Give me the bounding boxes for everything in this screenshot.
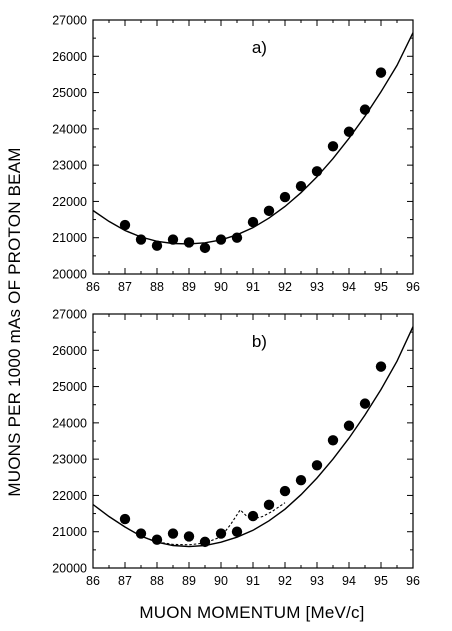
data-point (279, 485, 291, 497)
data-point (295, 474, 307, 486)
data-point (375, 67, 387, 78)
y-tick-label: 27000 (52, 14, 87, 28)
x-tick-label: 87 (118, 574, 132, 588)
data-point (119, 513, 131, 525)
y-tick-label: 27000 (52, 308, 87, 322)
data-point (119, 219, 131, 231)
x-tick-label: 86 (86, 280, 100, 294)
data-point (247, 216, 259, 228)
data-point (135, 528, 147, 539)
data-point (375, 361, 387, 372)
data-point (167, 234, 179, 245)
x-tick-label: 95 (374, 280, 388, 294)
data-point (295, 180, 307, 192)
y-tick-label: 24000 (52, 122, 87, 136)
y-tick-label: 23000 (52, 159, 87, 173)
y-axis-title: MUONS PER 1000 mAs OF PROTON BEAM (5, 147, 24, 496)
x-tick-label: 94 (342, 574, 356, 588)
data-point (279, 191, 291, 203)
data-point (359, 398, 371, 409)
x-tick-label: 91 (246, 574, 260, 588)
data-point (199, 242, 211, 254)
x-tick-label: 92 (278, 574, 292, 588)
x-tick-label: 88 (150, 280, 164, 294)
x-tick-label: 92 (278, 280, 292, 294)
x-tick-label: 96 (406, 574, 420, 588)
data-point (151, 240, 163, 251)
y-tick-label: 22000 (52, 195, 87, 209)
x-tick-label: 95 (374, 574, 388, 588)
x-tick-label: 91 (246, 280, 260, 294)
y-tick-label: 20000 (52, 268, 87, 282)
data-point (183, 531, 195, 542)
data-point (247, 510, 259, 522)
y-tick-label: 22000 (52, 489, 87, 503)
data-point (311, 166, 323, 177)
x-tick-label: 88 (150, 574, 164, 588)
x-tick-label: 93 (310, 574, 324, 588)
data-point (327, 141, 339, 152)
y-tick-label: 20000 (52, 562, 87, 576)
x-axis-title: MUON MOMENTUM [MeV/c] (139, 603, 364, 622)
panel-b: 86 87 88 89 90 91 92 93 94 95 96 20000 21000 22000 230… (52, 308, 420, 589)
data-point (311, 460, 323, 471)
data-point (263, 499, 275, 511)
data-point (359, 104, 371, 115)
dashed-fit-curve (140, 502, 286, 546)
data-point (343, 420, 355, 431)
data-point (231, 232, 243, 243)
panel-a: 86 87 88 89 90 91 92 93 94 95 96 20000 21000 22000 230… (52, 14, 420, 295)
data-point (215, 234, 227, 245)
data-point (151, 534, 163, 545)
y-tick-label: 25000 (52, 380, 87, 394)
data-point (135, 234, 147, 245)
y-tick-label: 26000 (52, 50, 87, 64)
panel-label: a) (252, 38, 267, 57)
data-point (215, 528, 227, 539)
data-point (199, 536, 211, 548)
x-tick-label: 96 (406, 280, 420, 294)
x-tick-label: 93 (310, 280, 324, 294)
x-tick-label: 86 (86, 574, 100, 588)
x-tick-label: 89 (182, 280, 196, 294)
data-point (167, 528, 179, 539)
x-tick-label: 89 (182, 574, 196, 588)
data-point (183, 237, 195, 248)
y-tick-label: 23000 (52, 453, 87, 467)
data-point (231, 526, 243, 537)
x-tick-label: 90 (214, 280, 228, 294)
y-tick-label: 25000 (52, 86, 87, 100)
data-point (327, 435, 339, 446)
x-tick-label: 87 (118, 280, 132, 294)
y-tick-label: 21000 (52, 231, 87, 245)
x-tick-label: 90 (214, 574, 228, 588)
y-tick-label: 24000 (52, 416, 87, 430)
panel-label: b) (252, 332, 267, 351)
data-point (263, 205, 275, 217)
fit-curve (92, 32, 414, 245)
data-point (343, 126, 355, 137)
y-tick-label: 26000 (52, 344, 87, 358)
x-tick-label: 94 (342, 280, 356, 294)
y-tick-label: 21000 (52, 525, 87, 539)
